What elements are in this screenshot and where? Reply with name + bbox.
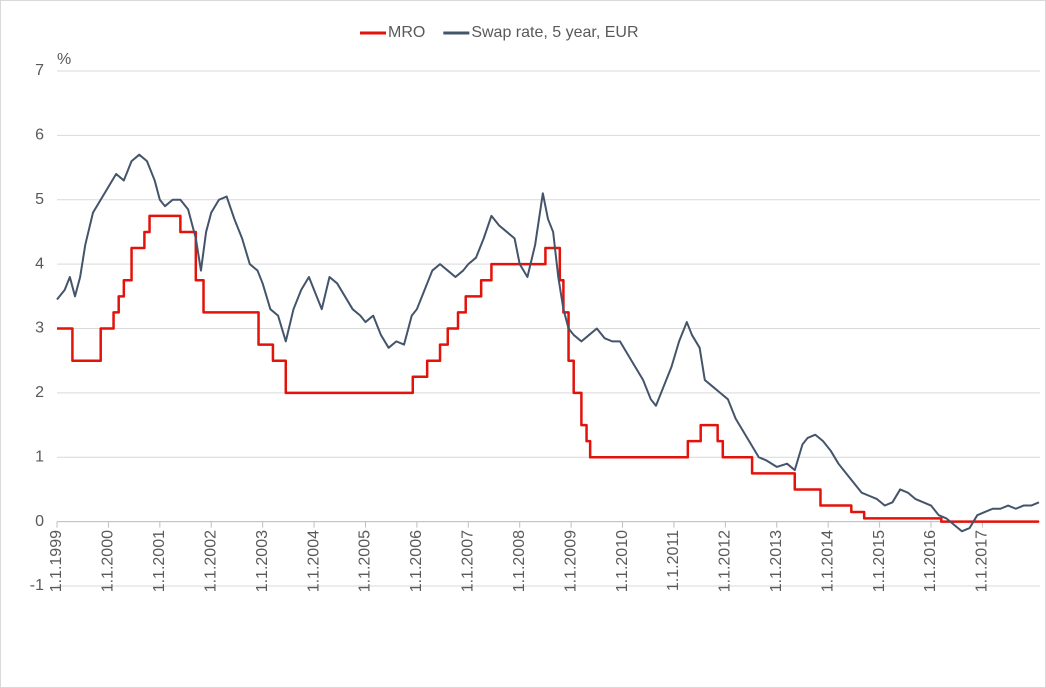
series-line bbox=[57, 214, 1039, 523]
x-tick-label: 1.1.1999 bbox=[48, 530, 65, 592]
x-tick-label: 1.1.2003 bbox=[254, 530, 271, 592]
y-tick-label: 7 bbox=[35, 62, 44, 79]
y-tick-label: 5 bbox=[35, 191, 44, 208]
x-tick-label: 1.1.2002 bbox=[202, 530, 219, 592]
y-tick-label: 2 bbox=[35, 384, 44, 401]
x-tick-label: 1.1.2009 bbox=[562, 530, 579, 592]
x-tick-label: 1.1.2005 bbox=[357, 530, 374, 592]
x-tick-label: 1.1.2006 bbox=[408, 530, 425, 592]
y-tick-label: 0 bbox=[35, 513, 44, 530]
series-line bbox=[56, 153, 1040, 533]
x-tick-label: 1.1.2013 bbox=[768, 530, 785, 592]
x-tick-label: 1.1.2004 bbox=[305, 530, 322, 592]
x-tick-label: 1.1.2008 bbox=[511, 530, 528, 592]
y-unit-label: % bbox=[57, 51, 71, 68]
y-tick-label: 6 bbox=[35, 127, 44, 144]
x-tick-label: 1.1.2007 bbox=[460, 530, 477, 592]
x-tick-label: 1.1.2011 bbox=[665, 530, 682, 591]
y-tick-label: -1 bbox=[30, 577, 44, 594]
x-tick-label: 1.1.2014 bbox=[819, 530, 836, 592]
x-tick-label: 1.1.2001 bbox=[151, 530, 168, 592]
y-tick-label: 3 bbox=[35, 320, 44, 337]
x-tick-label: 1.1.2015 bbox=[871, 530, 888, 592]
x-tick-label: 1.1.2010 bbox=[614, 530, 631, 592]
legend-label: Swap rate, 5 year, EUR bbox=[471, 24, 638, 41]
x-tick-label: 1.1.2017 bbox=[974, 530, 991, 592]
x-tick-label: 1.1.2000 bbox=[100, 530, 117, 592]
x-tick-label: 1.1.2012 bbox=[717, 530, 734, 592]
y-tick-label: 1 bbox=[35, 448, 44, 465]
legend-label: MRO bbox=[388, 24, 425, 41]
y-tick-label: 4 bbox=[35, 255, 44, 272]
x-tick-label: 1.1.2016 bbox=[922, 530, 939, 592]
